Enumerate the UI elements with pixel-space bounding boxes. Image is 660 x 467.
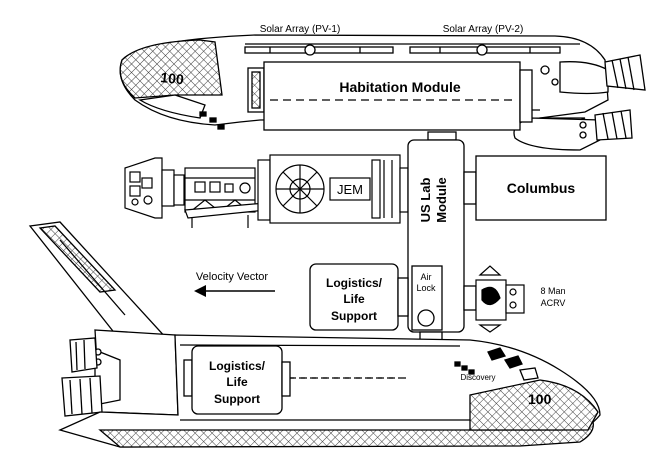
logistics-upper-line3: Support: [331, 309, 377, 323]
acrv-vehicle: [475, 265, 525, 333]
shuttle-discovery-label: Discovery: [460, 373, 495, 382]
habitation-module: [247, 61, 533, 131]
solar-array-pv2-label: Solar Array (PV-2): [443, 24, 524, 35]
top-shuttle-number: 100: [160, 69, 185, 87]
logistics-lower-line2: Life: [226, 375, 248, 389]
bottom-shuttle: [28, 221, 601, 448]
logistics-upper-line1: Logistics/: [326, 276, 383, 290]
air-lock-label-line2: Lock: [416, 283, 436, 293]
jem-label: JEM: [337, 182, 363, 197]
logistics-upper-line2: Life: [343, 292, 365, 306]
habitation-module-label: Habitation Module: [339, 79, 461, 95]
jem-assembly: [124, 154, 409, 228]
logistics-module-lower: [183, 345, 410, 415]
logistics-module-upper: [309, 263, 409, 331]
velocity-vector-label: Velocity Vector: [196, 271, 268, 283]
bottom-shuttle-number: 100: [528, 391, 552, 407]
us-lab-label-line1: US Lab: [418, 178, 433, 223]
acrv-label-line1: 8 Man: [540, 286, 565, 296]
air-lock-label-line1: Air: [421, 272, 432, 282]
logistics-lower-line3: Support: [214, 392, 260, 406]
acrv-label-line2: ACRV: [541, 298, 566, 308]
columbus-module: [463, 155, 607, 221]
velocity-vector-arrow: [194, 285, 275, 297]
us-lab-label-line2: Module: [434, 177, 449, 223]
solar-array-pv1-label: Solar Array (PV-1): [260, 24, 341, 35]
logistics-lower-line1: Logistics/: [209, 359, 266, 373]
columbus-label: Columbus: [507, 180, 576, 196]
